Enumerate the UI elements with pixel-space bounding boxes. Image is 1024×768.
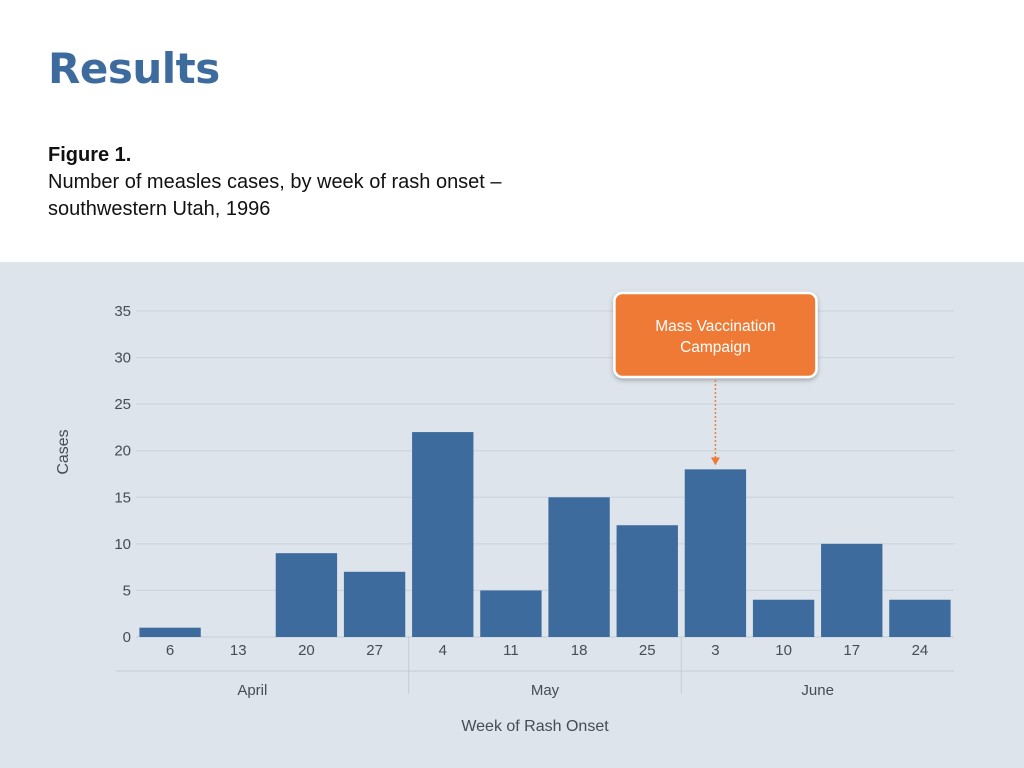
bar bbox=[616, 525, 678, 637]
y-tick-label: 20 bbox=[114, 443, 131, 460]
y-tick-label: 0 bbox=[123, 629, 131, 646]
x-tick-label: 24 bbox=[912, 642, 929, 659]
figure-caption: Figure 1. Number of measles cases, by we… bbox=[48, 142, 608, 223]
x-tick-label: 11 bbox=[503, 642, 519, 659]
callout-text-line: Mass Vaccination bbox=[655, 318, 775, 335]
chart-panel: 0 5 10 15 20 25 30 35 6 13 20 27 4 11 18 25 3 10 17 24 Apr… bbox=[0, 262, 1024, 768]
bar bbox=[684, 469, 747, 637]
y-tick-label: 35 bbox=[114, 303, 131, 320]
month-group-label: May bbox=[531, 682, 560, 699]
figure-caption-text: Number of measles cases, by week of rash… bbox=[48, 171, 502, 220]
x-axis-title: Week of Rash Onset bbox=[461, 718, 609, 735]
x-tick-label: 13 bbox=[230, 642, 247, 659]
callout-text-line: Campaign bbox=[680, 339, 751, 356]
measles-bar-chart: 0 5 10 15 20 25 30 35 6 13 20 27 4 11 18 25 3 10 17 24 Apr… bbox=[55, 291, 954, 735]
bar bbox=[889, 599, 951, 637]
bar bbox=[139, 627, 201, 637]
callout-box bbox=[613, 291, 818, 379]
y-tick-label: 25 bbox=[114, 396, 131, 413]
x-tick-label: 17 bbox=[843, 642, 860, 659]
x-tick-label: 27 bbox=[366, 642, 383, 659]
bar bbox=[412, 432, 474, 637]
month-group-label: April bbox=[237, 682, 267, 699]
x-axis-tick-labels: 6 13 20 27 4 11 18 25 3 10 17 24 bbox=[166, 642, 928, 659]
x-tick-label: 25 bbox=[639, 642, 656, 659]
bars bbox=[139, 432, 951, 637]
gridlines bbox=[136, 310, 954, 638]
callout-arrowhead bbox=[710, 457, 720, 466]
x-tick-label: 20 bbox=[298, 642, 315, 659]
bar bbox=[821, 543, 883, 637]
y-tick-label: 15 bbox=[114, 489, 131, 506]
y-axis-tick-labels: 0 5 10 15 20 25 30 35 bbox=[114, 303, 131, 646]
x-tick-label: 18 bbox=[571, 642, 588, 659]
bar bbox=[752, 599, 815, 637]
y-tick-label: 10 bbox=[114, 536, 131, 553]
figure-label: Figure 1. bbox=[48, 144, 132, 166]
x-tick-label: 6 bbox=[166, 642, 174, 659]
x-tick-label: 4 bbox=[439, 642, 447, 659]
y-tick-label: 30 bbox=[114, 350, 131, 367]
y-axis-title: Cases bbox=[55, 429, 72, 474]
mass-vaccination-callout: Mass Vaccination Campaign bbox=[613, 291, 818, 466]
bar bbox=[275, 553, 338, 637]
y-tick-label: 5 bbox=[123, 582, 131, 599]
x-tick-label: 3 bbox=[711, 642, 719, 659]
month-group-labels: April May June bbox=[116, 637, 954, 699]
month-group-label: June bbox=[801, 682, 834, 699]
bar bbox=[548, 497, 610, 637]
bar bbox=[343, 571, 406, 637]
page-title: Results bbox=[48, 44, 220, 93]
x-tick-label: 10 bbox=[775, 642, 792, 659]
bar bbox=[480, 590, 542, 637]
